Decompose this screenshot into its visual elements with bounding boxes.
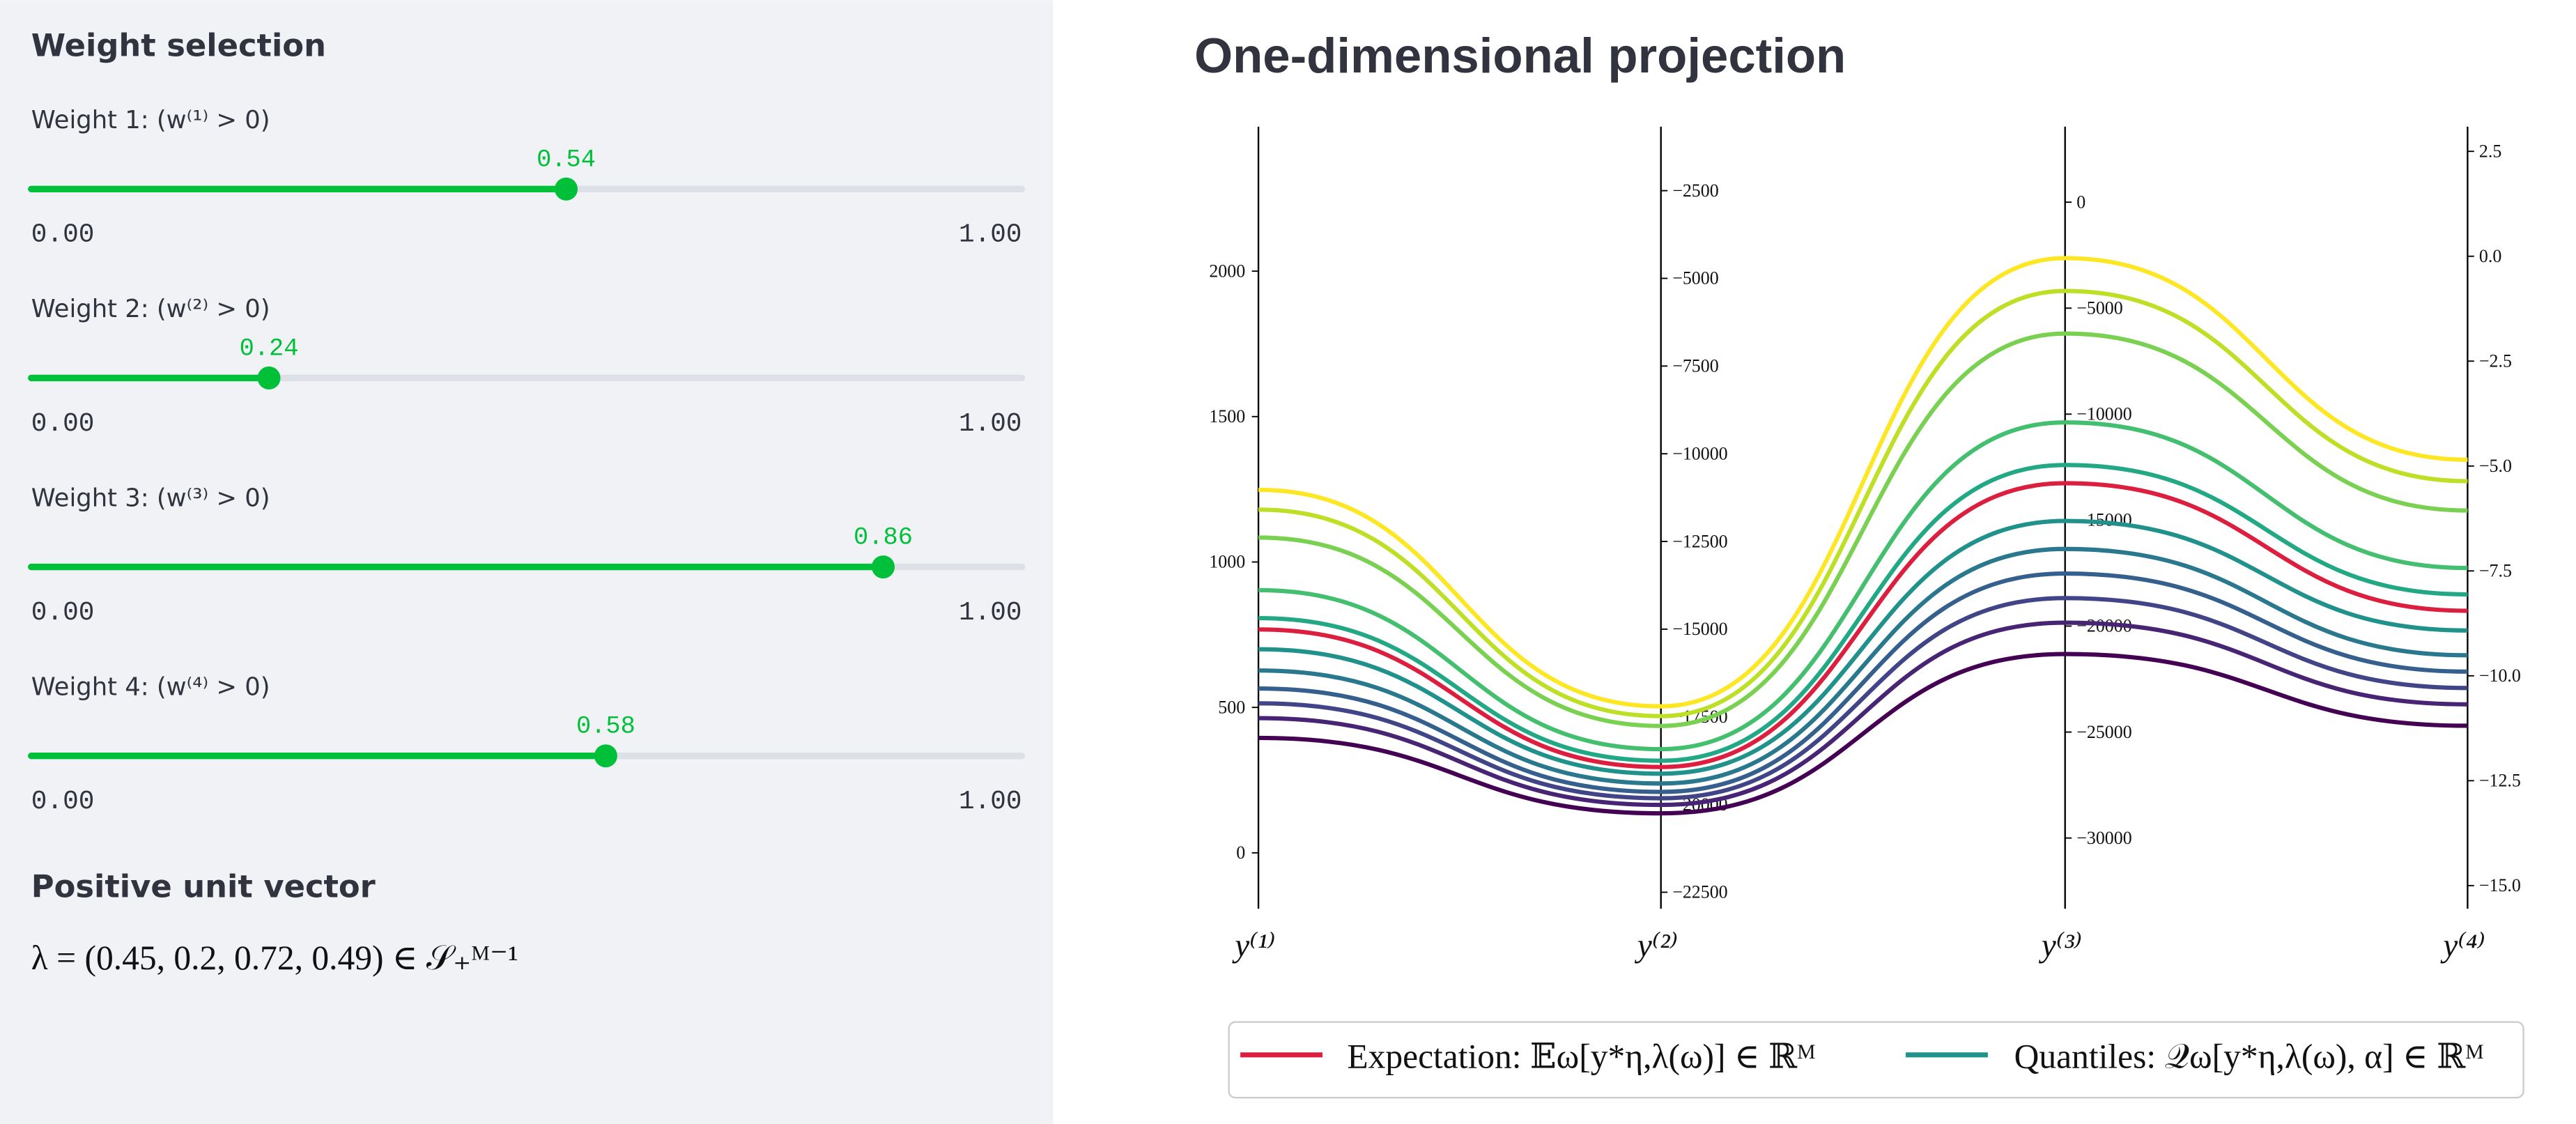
series-line (1258, 463, 2468, 763)
axis-label: y⁽²⁾ (1635, 927, 1678, 964)
slider-min: 0.00 (31, 410, 95, 439)
slider-thumb[interactable] (555, 177, 578, 201)
slider-max: 1.00 (959, 221, 1022, 250)
slider-value: 0.86 (854, 524, 913, 552)
y-tick-label: 2000 (1209, 261, 1245, 281)
slider-label: Weight 3: (w⁽³⁾ > 0) (31, 484, 270, 512)
y-tick-label: −7500 (1672, 356, 1718, 376)
slider-value: 0.58 (576, 713, 635, 741)
y-tick-label: −12500 (1672, 531, 1727, 551)
y-tick-label: −2500 (1672, 180, 1718, 201)
slider-thumb[interactable] (257, 366, 281, 390)
y-tick-label: −5000 (1672, 268, 1718, 288)
y-tick-label: 500 (1218, 697, 1245, 717)
y-tick-label: −2.5 (2479, 351, 2512, 371)
y-tick-label: 1000 (1209, 552, 1245, 572)
legend-label: Expectation: 𝔼ω[y*η,λ(ω)] ∈ ℝᴹ (1347, 1038, 1815, 1076)
y-tick-label: −10000 (1672, 443, 1727, 463)
slider-max: 1.00 (959, 410, 1022, 439)
series-line (1258, 596, 2468, 801)
slider-min: 0.00 (31, 599, 95, 628)
slider-label: Weight 1: (w⁽¹⁾ > 0) (31, 106, 270, 134)
series-line (1258, 420, 2468, 752)
series-line (1258, 288, 2468, 718)
y-tick-label: −15.0 (2479, 875, 2521, 895)
y-tick-label: −10000 (2076, 404, 2131, 424)
y-tick-label: −10.0 (2479, 665, 2521, 686)
slider-label: Weight 2: (w⁽²⁾ > 0) (31, 295, 270, 323)
y-tick-label: −5.0 (2479, 456, 2512, 476)
slider-value: 0.54 (537, 146, 596, 174)
slider-thumb[interactable] (871, 555, 895, 579)
chart-title: One-dimensional projection (1194, 28, 1846, 83)
slider-min: 0.00 (31, 221, 95, 250)
vector-title: Positive unit vector (31, 868, 376, 904)
axis-label: y⁽³⁾ (2039, 927, 2082, 964)
series-line (1258, 481, 2468, 769)
y-tick-label: −7.5 (2479, 561, 2512, 581)
slider-max: 1.00 (959, 787, 1022, 817)
slider-min: 0.00 (31, 787, 95, 817)
legend-label: Quantiles: 𝒬ω[y*η,λ(ω), α] ∈ ℝᴹ (2014, 1038, 2484, 1076)
series-line (1258, 331, 2468, 728)
y-tick-label: 1500 (1209, 406, 1245, 426)
series-line (1258, 571, 2468, 794)
y-tick-label: −5000 (2076, 298, 2122, 318)
series-line (1258, 620, 2468, 808)
slider-max: 1.00 (959, 599, 1022, 628)
y-tick-label: 2.5 (2479, 141, 2501, 161)
y-tick-label: −30000 (2076, 828, 2131, 848)
series-line (1258, 652, 2468, 816)
series-line (1258, 256, 2468, 709)
y-tick-label: 0.0 (2479, 246, 2501, 266)
series-line (1258, 518, 2468, 776)
y-tick-label: 0 (2076, 192, 2085, 212)
slider-label: Weight 4: (w⁽⁴⁾ > 0) (31, 672, 270, 701)
series-line (1258, 546, 2468, 786)
vector-formula: λ = (0.45, 0.2, 0.72, 0.49) ∈ 𝒮₊ᴹ⁻¹ (31, 939, 518, 977)
legend-box (1228, 1021, 2524, 1099)
y-tick-label: 0 (1236, 842, 1245, 863)
slider-thumb[interactable] (594, 744, 617, 768)
y-tick-label: −22500 (1672, 882, 1727, 902)
axis-label: y⁽¹⁾ (1232, 927, 1275, 964)
y-tick-label: −12.5 (2479, 771, 2521, 791)
slider-value: 0.24 (240, 334, 299, 362)
axis-label: y⁽⁴⁾ (2440, 927, 2485, 964)
sidebar-title: Weight selection (31, 26, 326, 63)
y-tick-label: −25000 (2076, 722, 2131, 742)
y-tick-label: −15000 (1672, 619, 1727, 639)
